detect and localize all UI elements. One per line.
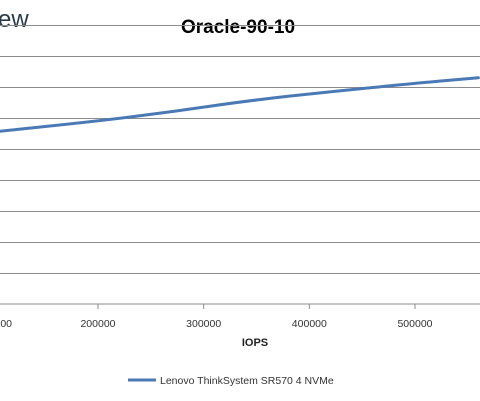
legend-label: Lenovo ThinkSystem SR570 4 NVMe [160, 375, 334, 387]
legend: Lenovo ThinkSystem SR570 4 NVMe [128, 375, 334, 387]
x-tick-label: 500000 [397, 318, 432, 330]
chart-title: Oracle-90-10 [181, 17, 295, 38]
x-tick-label: 400000 [292, 318, 327, 330]
x-axis-label: IOPS [242, 337, 268, 349]
x-tick-label: 300000 [186, 318, 221, 330]
x-ticks: 00 200000 300000 400000 500000 [0, 304, 433, 330]
x-tick-label: 00 [0, 318, 12, 330]
logo-text: ew [0, 6, 29, 33]
series-line [0, 76, 480, 133]
x-tick-label: 200000 [80, 318, 115, 330]
gridlines [0, 25, 480, 274]
